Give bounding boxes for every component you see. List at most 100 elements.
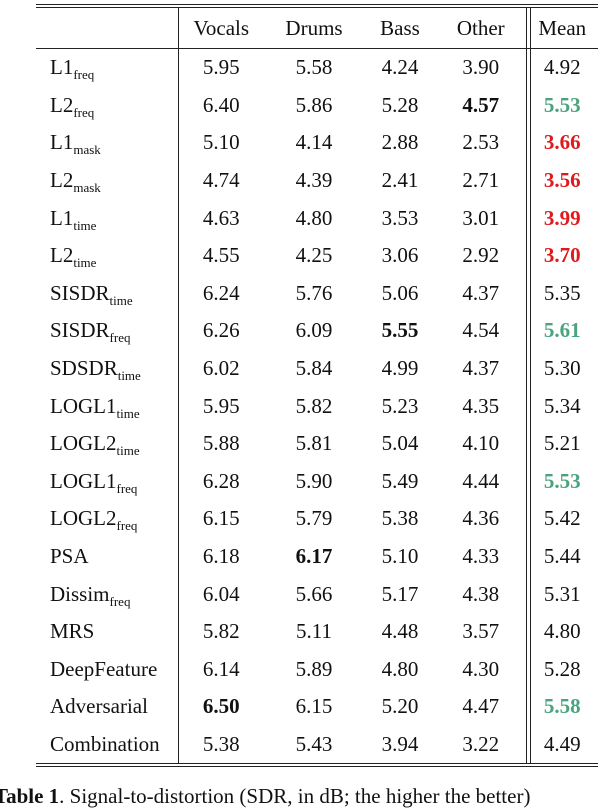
table-row: DeepFeature 6.14 5.89 4.80 4.30 5.28	[36, 650, 598, 689]
header-mean: Mean	[525, 8, 598, 49]
score-cell: 4.47	[462, 694, 500, 719]
score-cell: 5.66	[295, 581, 333, 606]
results-table-container: Vocals Drums Bass Other Mean L1freq 5.95 5…	[36, 4, 598, 768]
score-cell: 4.37	[462, 356, 500, 381]
mean-value-cell: 5.61	[525, 312, 598, 350]
score-cell: 4.38	[462, 581, 500, 606]
loss-name: LOGL1	[50, 393, 117, 418]
table-row: PSA 6.18 6.17 5.10 4.33 5.44	[36, 537, 598, 576]
score-cell: 5.55	[381, 318, 419, 343]
header-bass: Bass	[380, 15, 420, 40]
mean-value-cell: 5.44	[525, 537, 598, 576]
loss-domain-subscript: mask	[73, 180, 101, 196]
loss-name-cell: Dissimfreq	[36, 575, 179, 613]
loss-domain-subscript: freq	[116, 480, 138, 496]
score-cell: 6.50	[202, 694, 240, 719]
caption-label: Table 1	[0, 784, 60, 808]
score-cell: 6.02	[202, 356, 240, 381]
table-row: LOGL2time 5.88 5.81 5.04 4.10 5.21	[36, 424, 598, 463]
score-cell: 2.71	[462, 168, 500, 193]
score-cell: 4.55	[202, 243, 240, 268]
loss-name-cell: Adversarial	[36, 688, 179, 726]
header-vocals: Vocals	[193, 15, 250, 40]
loss-name-cell: L2freq	[36, 86, 179, 125]
score-cell: 4.14	[295, 130, 333, 155]
table-row: SDSDRtime 6.02 5.84 4.99 4.37 5.30	[36, 349, 598, 388]
mean-value-cell: 3.66	[525, 124, 598, 162]
score-cell: 5.49	[381, 468, 419, 493]
score-cell: 4.80	[381, 656, 419, 681]
table-body: L1freq 5.95 5.58 4.24 3.90 4.92 L2freq 6.40 5.86…	[36, 48, 598, 764]
mean-value-cell: 3.70	[525, 236, 598, 275]
loss-name-cell: LOGL2freq	[36, 500, 179, 538]
mean-value-cell: 3.99	[525, 199, 598, 237]
loss-name: L1	[50, 55, 74, 80]
score-cell: 3.06	[381, 243, 419, 268]
loss-name: L2	[50, 168, 74, 193]
table-row: LOGL1time 5.95 5.82 5.23 4.35 5.34	[36, 387, 598, 425]
results-table: Vocals Drums Bass Other Mean L1freq 5.95 5…	[36, 8, 598, 764]
loss-name-cell: LOGL2time	[36, 424, 179, 463]
score-cell: 4.48	[381, 619, 419, 644]
score-cell: 5.58	[295, 55, 333, 80]
loss-domain-subscript: time	[116, 443, 140, 459]
loss-domain-subscript: time	[117, 368, 141, 384]
score-cell: 5.38	[381, 506, 419, 531]
score-cell: 4.25	[295, 243, 333, 268]
score-cell: 6.26	[202, 318, 240, 343]
table-top-rule	[36, 4, 598, 8]
score-cell: 5.04	[381, 431, 419, 456]
score-cell: 5.38	[202, 731, 240, 756]
score-cell: 4.37	[462, 280, 500, 305]
score-cell: 5.89	[295, 656, 333, 681]
score-cell: 5.84	[295, 356, 333, 381]
score-cell: 5.79	[295, 506, 333, 531]
table-row: MRS 5.82 5.11 4.48 3.57 4.80	[36, 612, 598, 651]
score-cell: 6.04	[202, 581, 240, 606]
mean-value-cell: 4.92	[525, 48, 598, 87]
loss-name: L2	[50, 243, 74, 268]
loss-name-cell: L1time	[36, 199, 179, 237]
score-cell: 5.28	[381, 92, 419, 117]
score-cell: 4.54	[462, 318, 500, 343]
table-row: L2mask 4.74 4.39 2.41 2.71 3.56	[36, 161, 598, 200]
score-cell: 6.24	[202, 280, 240, 305]
loss-name: LOGL2	[50, 506, 117, 531]
table-row: L1freq 5.95 5.58 4.24 3.90 4.92	[36, 48, 598, 87]
score-cell: 5.82	[295, 393, 333, 418]
loss-name: MRS	[50, 619, 95, 644]
score-cell: 4.99	[381, 356, 419, 381]
score-cell: 4.63	[202, 205, 240, 230]
loss-name-cell: LOGL1time	[36, 387, 179, 425]
loss-domain-subscript: time	[116, 405, 140, 421]
loss-name: Adversarial	[50, 694, 148, 719]
score-cell: 4.35	[462, 393, 500, 418]
loss-name-cell: L1freq	[36, 48, 179, 87]
loss-name: L2	[50, 92, 74, 117]
score-cell: 5.43	[295, 731, 333, 756]
table-row: L1mask 5.10 4.14 2.88 2.53 3.66	[36, 124, 598, 162]
loss-name: LOGL2	[50, 431, 117, 456]
loss-name: L1	[50, 205, 74, 230]
score-cell: 6.40	[202, 92, 240, 117]
score-cell: 5.81	[295, 431, 333, 456]
loss-name: SISDR	[50, 280, 110, 305]
loss-name: PSA	[50, 544, 89, 569]
score-cell: 4.57	[462, 92, 500, 117]
mean-value-cell: 5.34	[525, 387, 598, 425]
mean-value-cell: 5.30	[525, 349, 598, 388]
table-header-row: Vocals Drums Bass Other Mean	[36, 8, 598, 49]
caption-text: . Signal-to-distortion (SDR, in dB; the …	[59, 784, 531, 808]
score-cell: 3.53	[381, 205, 419, 230]
loss-domain-subscript: freq	[109, 330, 131, 346]
table-bottom-rule	[36, 763, 598, 768]
score-cell: 6.14	[202, 656, 240, 681]
score-cell: 6.17	[295, 544, 333, 569]
mean-value-cell: 5.42	[525, 500, 598, 538]
score-cell: 4.74	[202, 168, 240, 193]
loss-name-cell: L2time	[36, 236, 179, 275]
score-cell: 4.80	[295, 205, 333, 230]
score-cell: 3.94	[381, 731, 419, 756]
score-cell: 5.86	[295, 92, 333, 117]
score-cell: 3.01	[462, 205, 500, 230]
